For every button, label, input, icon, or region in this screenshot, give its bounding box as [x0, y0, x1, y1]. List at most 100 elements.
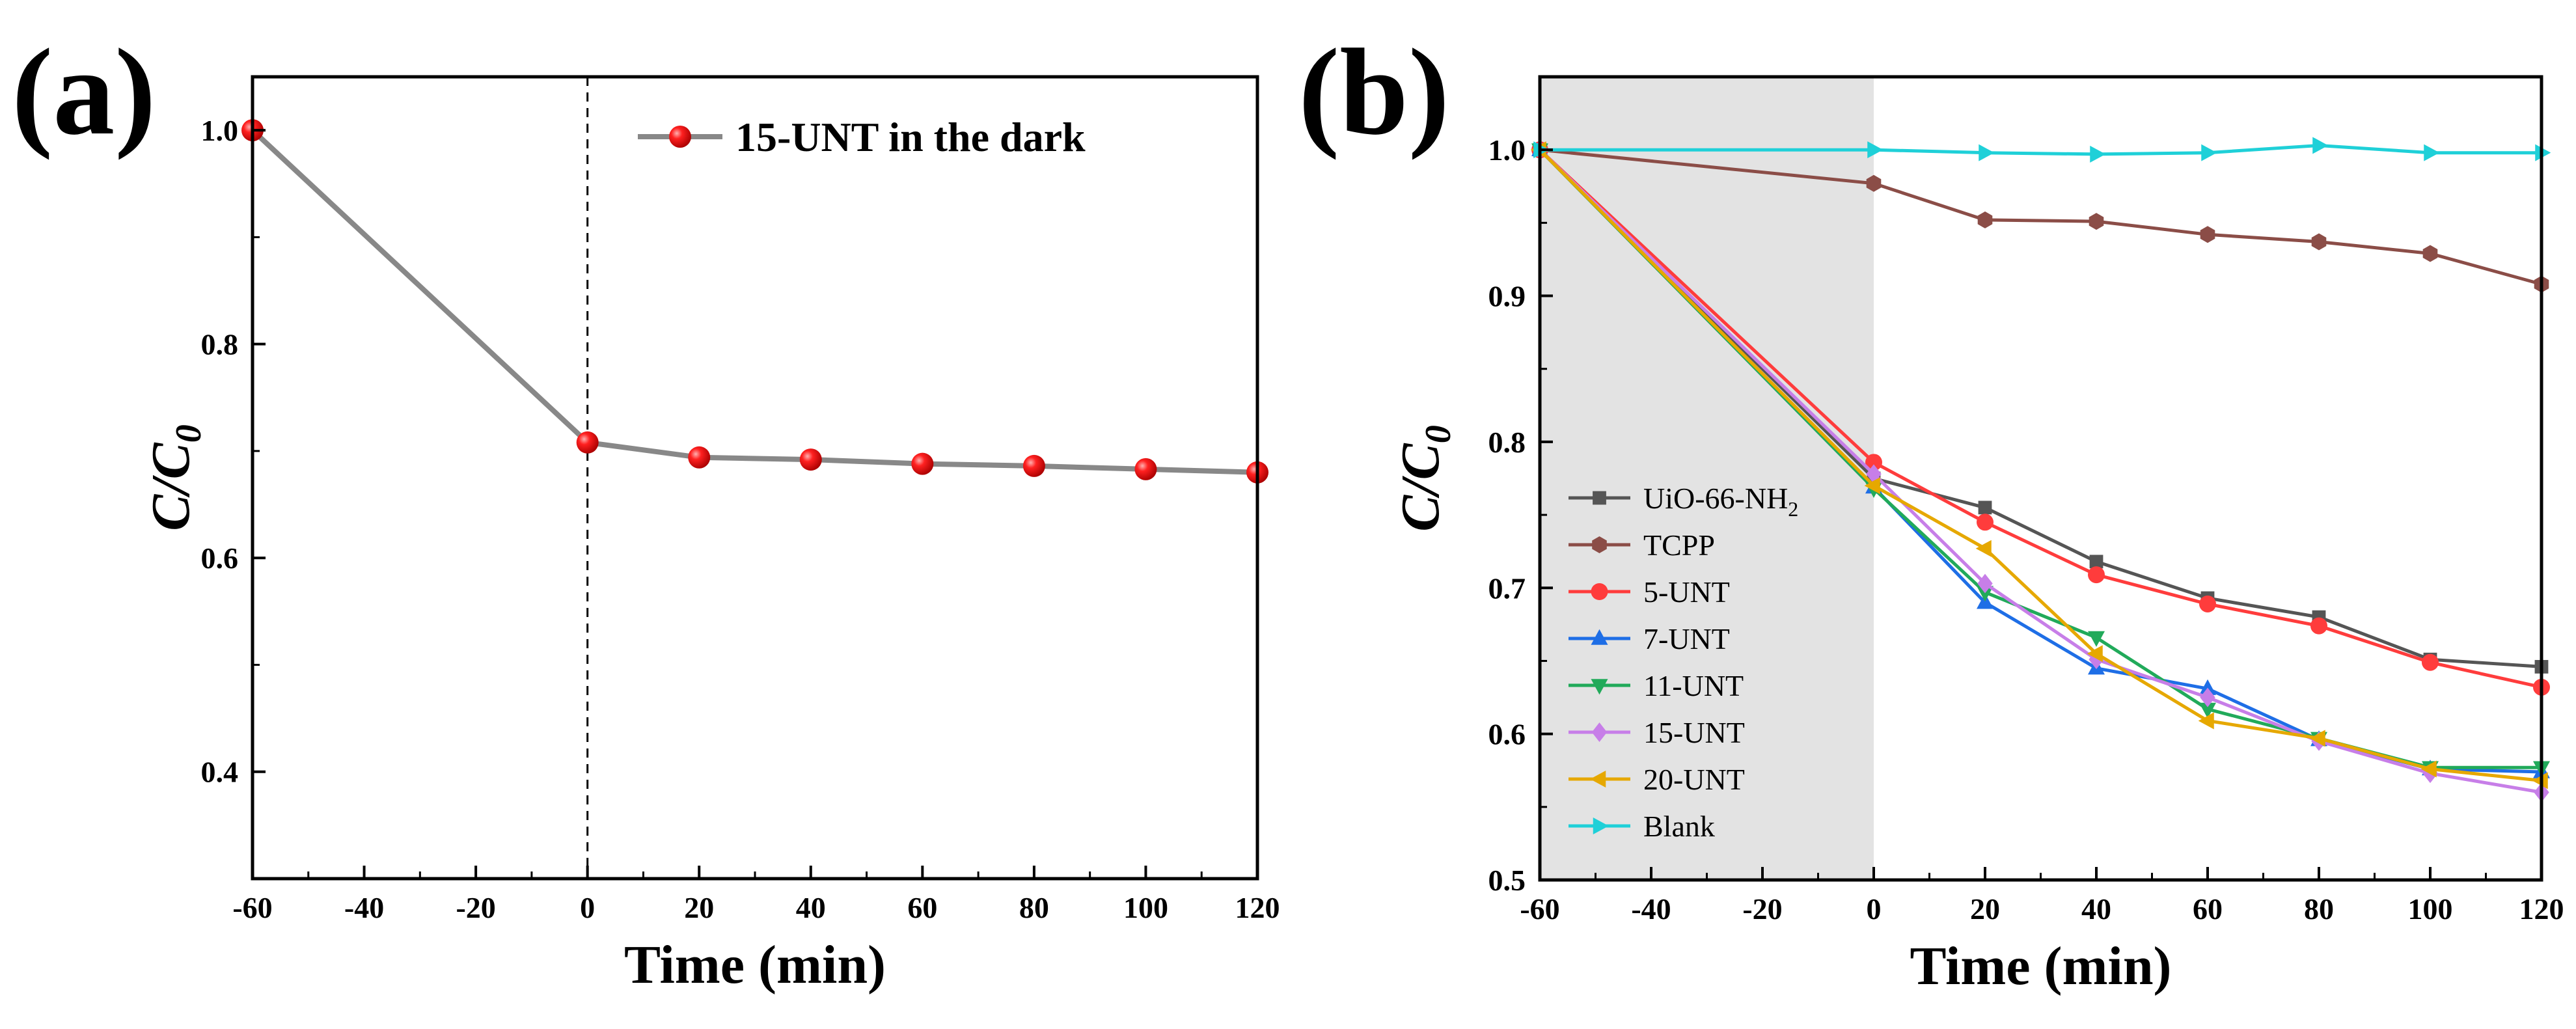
data-point — [2424, 144, 2440, 161]
panel-label: (a) — [12, 24, 156, 161]
x-tick-label: -20 — [456, 891, 495, 924]
legend-label: 5-UNT — [1643, 575, 1730, 609]
legend-label-text: 11-UNT — [1643, 669, 1744, 702]
y-tick-label: 1.0 — [201, 114, 239, 147]
legend: UiO-66-NH2 TCPP 5-UNT 7-UNT 11-UNT 15-UNT 20-U… — [1569, 482, 1798, 843]
data-point — [2309, 730, 2325, 747]
y-axis-title-main: C/C — [141, 442, 201, 530]
x-tick-label: 20 — [1970, 892, 2000, 926]
legend-item: 5-UNT — [1569, 575, 1730, 609]
x-tick-label: 60 — [907, 891, 937, 924]
data-point — [1979, 144, 1995, 161]
x-tick-label: -60 — [1520, 892, 1559, 926]
panel-a: -60 -40 -20 0 20 40 60 80 100 120 0.4 0.6 0.8 1.0 Time… — [12, 24, 1280, 995]
data-point — [2089, 650, 2104, 670]
y-tick-label: 0.6 — [201, 542, 239, 575]
panel-b: -60 -40 -20 0 20 40 60 80 100 1200.50.60.70.80.91… — [1298, 24, 2564, 996]
data-point — [688, 446, 711, 469]
data-point — [2420, 760, 2437, 778]
legend-item: UiO-66-NH2 — [1569, 482, 1798, 521]
legend-marker — [1591, 583, 1608, 600]
data-point — [2312, 137, 2329, 154]
data-point — [1134, 458, 1157, 480]
legend-item: 15-UNT in the dark — [638, 114, 1086, 160]
data-point — [2200, 226, 2215, 243]
legend-label-text: TCPP — [1643, 528, 1715, 562]
legend: 15-UNT in the dark — [638, 114, 1086, 160]
legend-label-sub: 2 — [1788, 497, 1798, 521]
data-point — [2200, 687, 2215, 707]
x-tick-label: -60 — [232, 891, 272, 924]
y-tick-label: 0.8 — [1488, 426, 1526, 459]
y-axis-title-sub: 0 — [1418, 425, 1459, 443]
x-tick-label: 40 — [796, 891, 826, 924]
data-point — [2199, 702, 2216, 719]
data-point — [576, 431, 599, 454]
x-axis-title: Time (min) — [624, 935, 886, 995]
data-point — [911, 452, 934, 475]
x-tick-label: 80 — [1019, 891, 1049, 924]
data-point — [1866, 174, 1882, 192]
series-line — [1539, 148, 2542, 668]
x-tick-label: 80 — [2304, 892, 2334, 926]
y-tick-label: 0.9 — [1488, 280, 1526, 313]
legend-label: 15-UNT — [1643, 716, 1745, 749]
legend-label: 20-UNT — [1643, 763, 1745, 796]
x-tick-label: 40 — [2081, 892, 2111, 926]
legend-label-text: 15-UNT — [1643, 716, 1745, 749]
legend-marker — [1591, 679, 1608, 695]
legend-marker — [1593, 491, 1606, 505]
y-tick-label: 0.6 — [1488, 718, 1526, 751]
data-point — [2198, 712, 2214, 730]
legend-label: UiO-66-NH2 — [1643, 482, 1798, 521]
data-point — [2087, 645, 2103, 663]
y-tick-label: 0.8 — [201, 328, 239, 361]
data-point — [2090, 145, 2106, 163]
data-point — [799, 448, 822, 471]
data-point — [2088, 566, 2105, 584]
y-tick-label: 0.5 — [1488, 864, 1526, 897]
data-point — [1864, 477, 1880, 495]
data-point — [2199, 679, 2216, 695]
x-tick-label: 0 — [580, 891, 595, 924]
legend-marker — [1591, 722, 1608, 742]
legend-label: 7-UNT — [1643, 622, 1730, 655]
legend-label: TCPP — [1643, 528, 1715, 562]
y-axis-title: C/C0 — [1390, 425, 1459, 531]
data-point — [1975, 540, 1992, 557]
data-point — [2199, 595, 2216, 612]
x-tick-label: 0 — [1867, 892, 1882, 926]
plot-frame — [251, 75, 1259, 881]
legend-item: 7-UNT — [1569, 622, 1730, 655]
y-tick-label: 0.4 — [201, 756, 239, 789]
data-point — [2422, 245, 2438, 262]
series-line — [1539, 148, 2542, 286]
x-tick-label: -40 — [1631, 892, 1671, 926]
legend-marker — [1590, 771, 1606, 788]
dark-region — [1540, 77, 1874, 880]
data-point — [2088, 631, 2105, 647]
legend-item: 20-UNT — [1569, 763, 1745, 796]
legend-label: 15-UNT in the dark — [735, 114, 1086, 160]
data-point — [1022, 454, 1045, 477]
data-point — [2201, 144, 2217, 161]
data-point — [1977, 514, 1994, 531]
data-point — [1866, 464, 1882, 484]
legend-item: 11-UNT — [1569, 669, 1744, 702]
data-point — [2310, 617, 2327, 635]
y-tick-label: 1.0 — [1488, 133, 1526, 167]
y-axis-title: C/C0 — [141, 424, 209, 530]
x-tick-label: 60 — [2193, 892, 2223, 926]
legend-marker — [669, 126, 691, 148]
legend-label-text: 15-UNT in the dark — [735, 114, 1086, 160]
x-axis-title: Time (min) — [1910, 936, 2171, 996]
legend-label: Blank — [1643, 810, 1715, 843]
data-point — [1977, 573, 1993, 594]
series-line — [1539, 148, 2542, 782]
legend-label-text: UiO-66-NH — [1643, 482, 1788, 515]
data-point — [1865, 454, 1882, 471]
legend-label-text: 20-UNT — [1643, 763, 1745, 796]
series-line — [1540, 143, 2542, 156]
